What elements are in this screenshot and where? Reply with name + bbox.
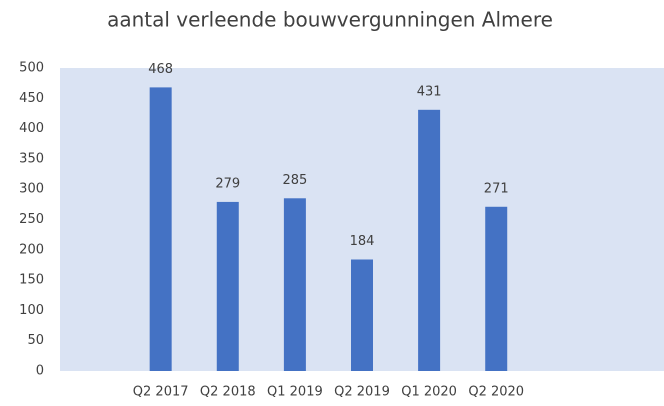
y-tick-label: 400: [19, 121, 44, 136]
bar: [283, 198, 306, 371]
bar: [418, 109, 441, 372]
y-tick-label: 100: [19, 303, 44, 318]
y-tick-label: 150: [19, 273, 44, 288]
x-tick-label: Q2 2019: [334, 385, 390, 400]
data-label: 285: [282, 173, 307, 188]
y-tick-label: 300: [19, 182, 44, 197]
y-tick-label: 250: [19, 212, 44, 227]
y-tick-label: 450: [19, 91, 44, 106]
x-tick-label: Q2 2018: [200, 385, 256, 400]
data-label: 184: [350, 234, 375, 249]
x-tick-label: Q1 2019: [267, 385, 323, 400]
y-tick-label: 350: [19, 151, 44, 166]
y-tick-label: 50: [27, 333, 44, 348]
x-tick-label: Q1 2020: [401, 385, 457, 400]
x-tick-label: Q2 2017: [133, 385, 189, 400]
bar: [216, 201, 239, 371]
y-tick-label: 0: [36, 364, 44, 379]
bar: [351, 259, 373, 371]
y-tick-label: 200: [19, 242, 44, 257]
data-label: 431: [417, 84, 442, 99]
data-label: 279: [215, 176, 240, 191]
bar: [485, 206, 508, 371]
x-tick-label: Q2 2020: [468, 385, 524, 400]
data-label: 468: [148, 62, 173, 77]
chart-title: aantal verleende bouwvergunningen Almere: [107, 8, 553, 32]
bar: [149, 87, 172, 371]
y-tick-label: 500: [19, 61, 44, 76]
data-label: 271: [484, 181, 509, 196]
